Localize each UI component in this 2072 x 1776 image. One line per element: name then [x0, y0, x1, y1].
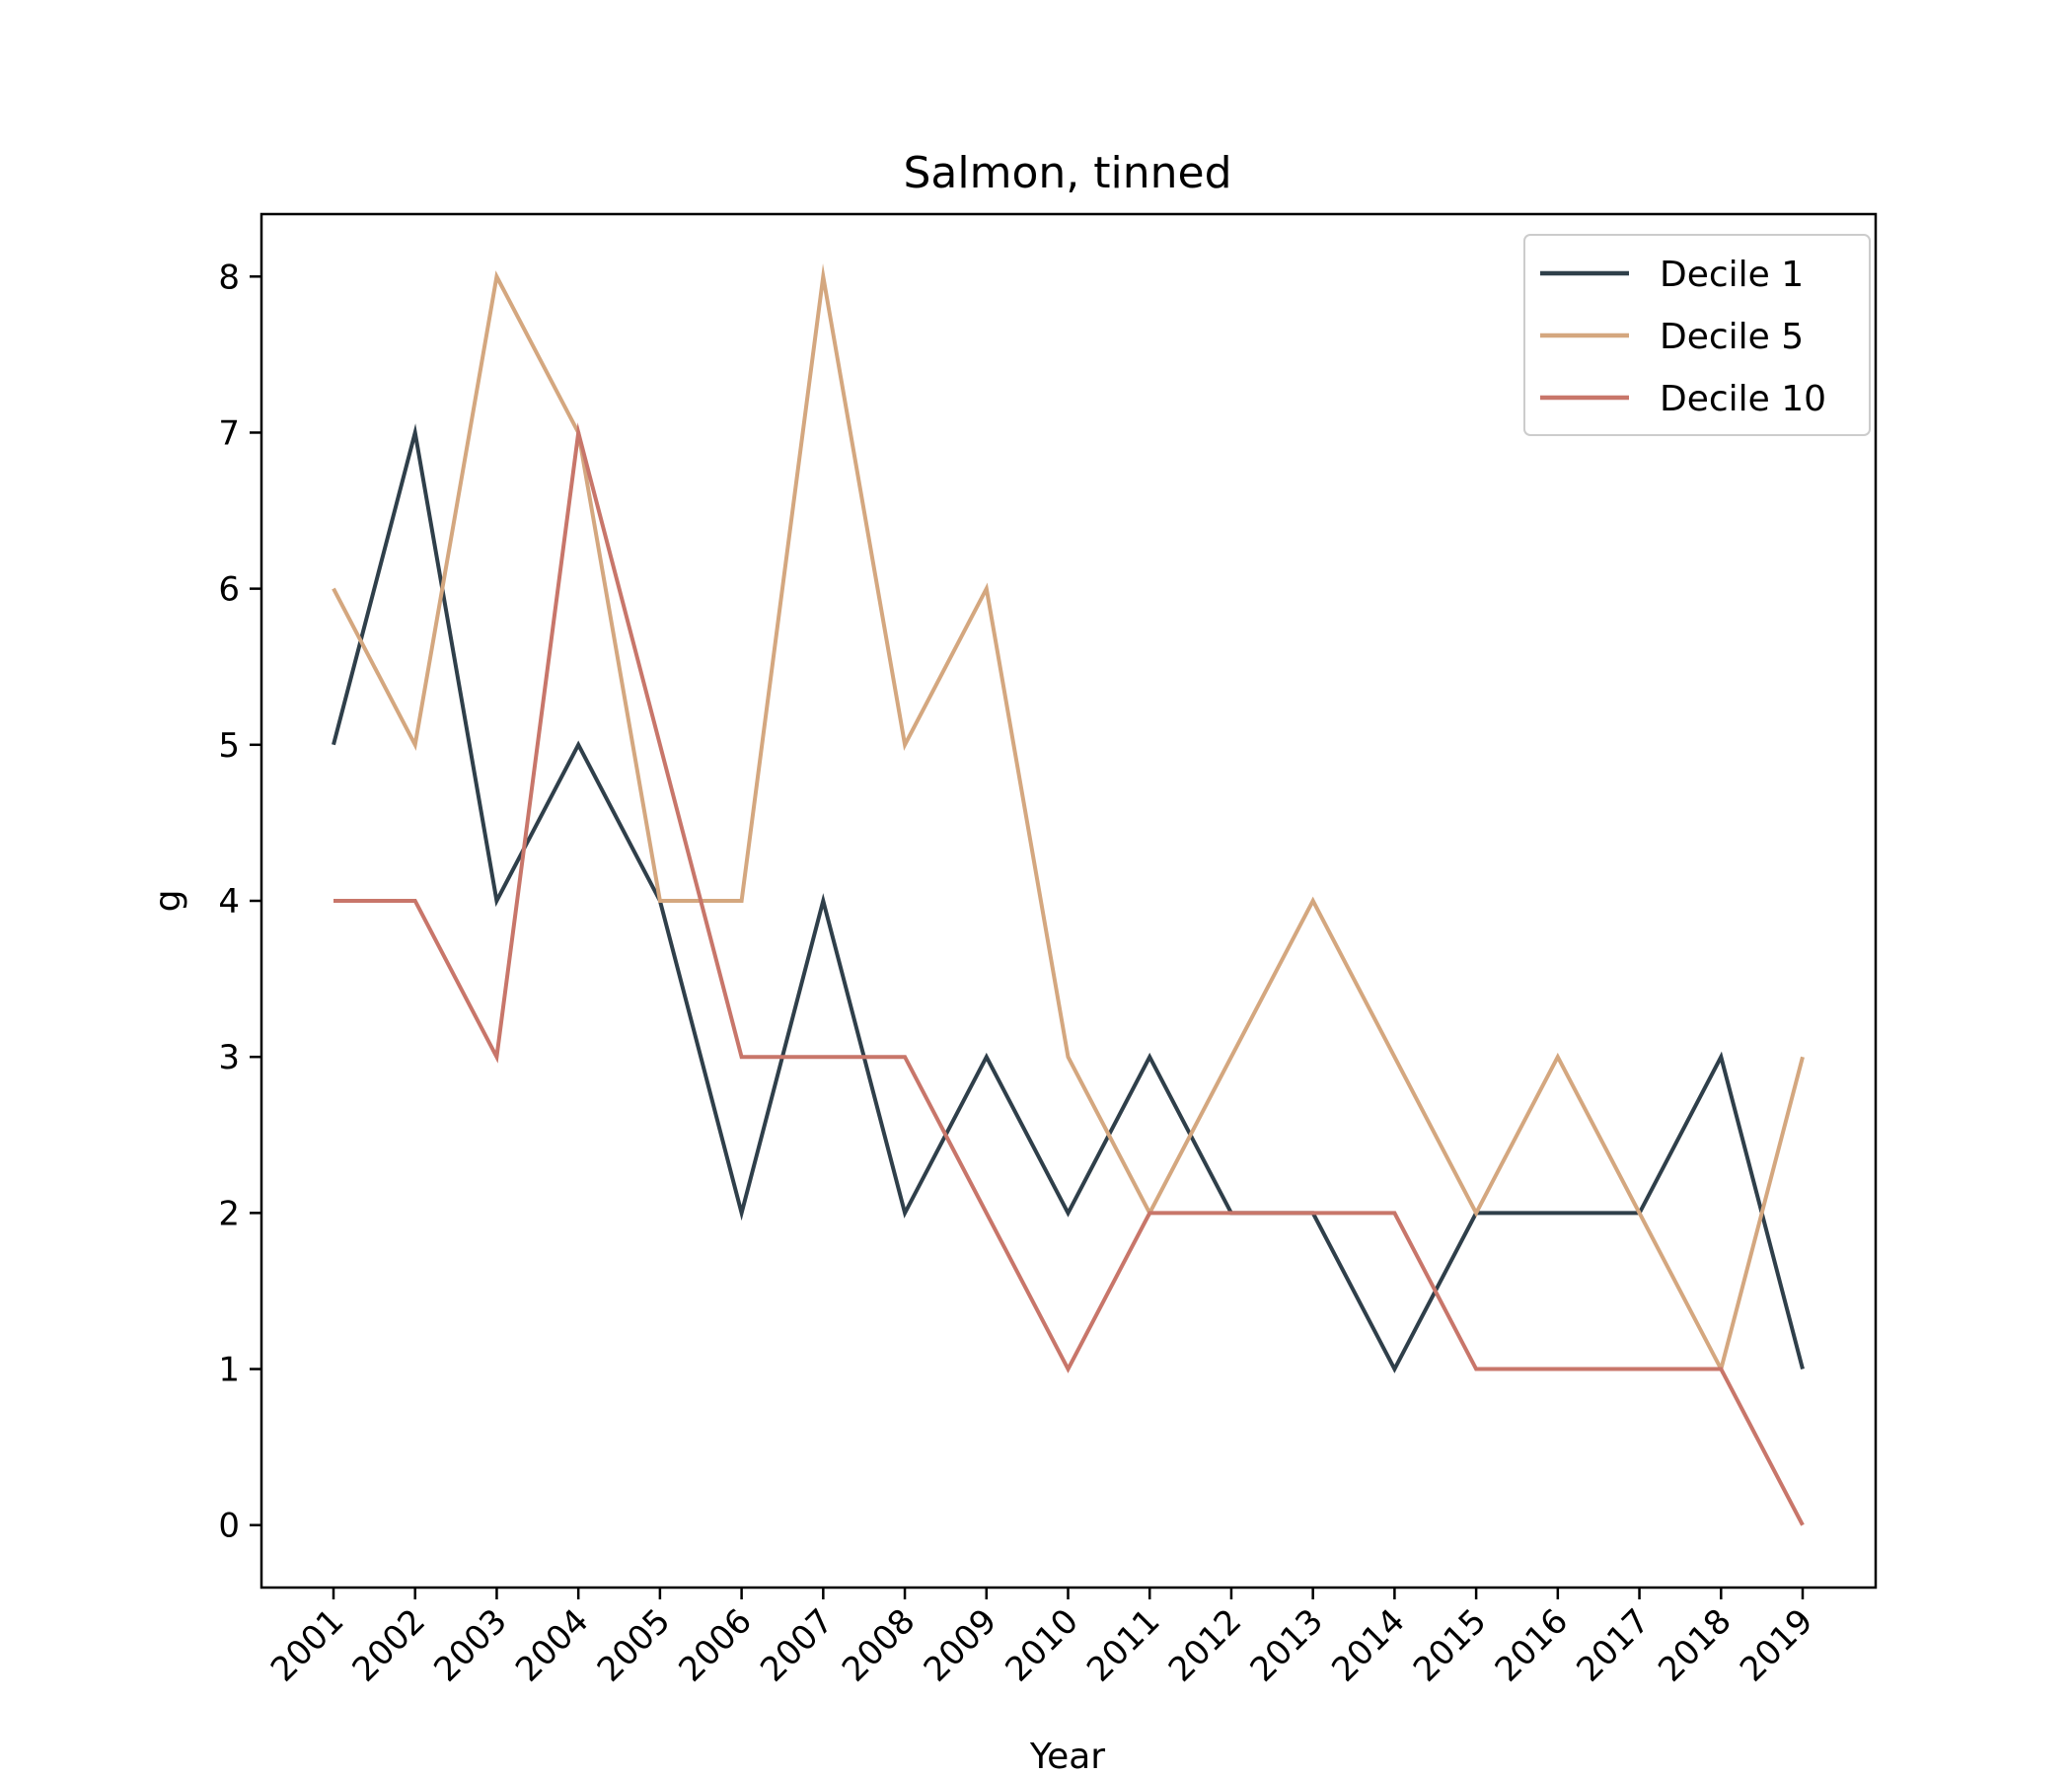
- x-tick-label: 2008: [835, 1601, 923, 1689]
- y-tick-label: 7: [218, 413, 240, 453]
- x-tick-label: 2014: [1324, 1601, 1412, 1689]
- x-tick-label: 2010: [998, 1601, 1085, 1689]
- legend-label: Decile 1: [1660, 255, 1804, 295]
- y-tick-label: 0: [218, 1507, 240, 1546]
- y-tick-label: 1: [218, 1351, 240, 1390]
- x-tick-label: 2009: [917, 1601, 1004, 1689]
- x-tick-label: 2001: [263, 1601, 351, 1689]
- y-tick-label: 2: [218, 1194, 240, 1233]
- y-tick-label: 5: [218, 726, 240, 766]
- y-axis-label: g: [148, 890, 188, 913]
- x-tick-label: 2007: [753, 1601, 841, 1689]
- series-line-decile-5: [332, 263, 1805, 1375]
- x-tick-label: 2013: [1243, 1601, 1331, 1689]
- x-tick-label: 2005: [590, 1601, 678, 1689]
- y-axis: 0 1 2 3 4 5 6 7 8: [218, 258, 261, 1546]
- x-tick-label: 2012: [1161, 1601, 1249, 1689]
- y-tick-label: 4: [218, 882, 240, 922]
- chart-title: Salmon, tinned: [903, 148, 1231, 198]
- x-tick-label: 2011: [1079, 1601, 1167, 1689]
- legend-box: [1523, 234, 1871, 436]
- x-tick-label: 2015: [1406, 1601, 1494, 1689]
- y-tick-label: 3: [218, 1038, 240, 1077]
- legend-label: Decile 10: [1660, 379, 1826, 419]
- x-tick-label: 2002: [345, 1601, 433, 1689]
- x-tick-label: 2016: [1488, 1601, 1576, 1689]
- x-tick-label: 2006: [672, 1601, 760, 1689]
- x-tick-label: 2019: [1733, 1601, 1820, 1689]
- x-axis: 2001200220032004200520062007200820092010…: [263, 1588, 1820, 1690]
- series-line-decile-1: [332, 423, 1805, 1373]
- series-line-decile-10: [333, 422, 1805, 1526]
- y-tick-label: 6: [218, 570, 240, 610]
- x-tick-label: 2004: [508, 1601, 596, 1689]
- plot-series-group: [332, 263, 1805, 1526]
- x-tick-label: 2018: [1651, 1601, 1739, 1689]
- legend: Decile 1 Decile 5 Decile 10: [1523, 234, 1871, 436]
- legend-label: Decile 5: [1660, 317, 1804, 357]
- y-tick-label: 8: [218, 258, 240, 297]
- x-tick-label: 2017: [1569, 1601, 1657, 1689]
- x-axis-label: Year: [1029, 1737, 1105, 1776]
- x-tick-label: 2003: [426, 1601, 514, 1689]
